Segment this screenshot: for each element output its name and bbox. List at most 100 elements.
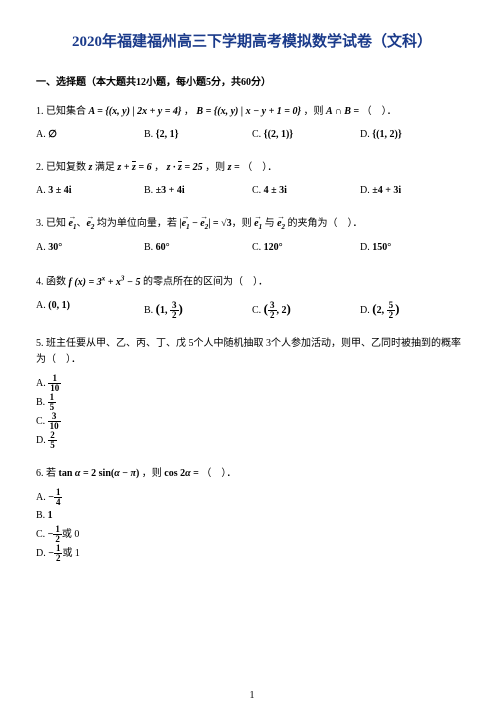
q2-stem: 2. 已知复数 z 满足 z + z = 6 ， z · z = 25 ，则 z… <box>36 160 468 176</box>
q2-optC: C. 4 ± 3i <box>252 182 360 200</box>
q3-optC: C. 120° <box>252 239 360 257</box>
q4-A-label: A. <box>36 300 46 311</box>
q2-t5: （ ）． <box>242 162 277 173</box>
q2-t2: 满足 <box>95 162 118 173</box>
q4-fx: f (x) = 3x + x3 − 5 <box>69 277 141 288</box>
question-5: 5. 班主任要从甲、乙、丙、丁、戊 5个人中随机抽取 3个人参加活动，则甲、乙同… <box>36 336 468 450</box>
q3-stem: 3. 已知 e1、e2 均为单位向量，若 |e1 − e2| = √3，则 e1… <box>36 216 468 233</box>
q4-optB: B. (1, 32) <box>144 297 252 320</box>
q2-eq1: z + z = 6 <box>117 162 151 173</box>
q2-B-label: B. <box>144 185 153 196</box>
q4-num: 4. <box>36 277 44 288</box>
q1-expr: A ∩ B = <box>326 106 362 117</box>
q1-setB: B = {(x, y) | x − y + 1 = 0} <box>196 106 301 117</box>
q2-A-val: 3 ± 4i <box>48 185 71 196</box>
q2-D-val: ±4 + 3i <box>372 185 401 196</box>
question-1: 1. 已知集合 A = {(x, y) | 2x + y = 4} ， B = … <box>36 104 468 144</box>
q4-D-label: D. <box>360 305 370 316</box>
q5-optC: C. 310 <box>36 412 468 431</box>
q5-options: A. 110 B. 15 C. 310 D. 25 <box>36 374 468 450</box>
q1-t2: ， <box>184 106 194 117</box>
q3-B-label: B. <box>144 242 153 253</box>
q6-stem: 6. 若 tan α = 2 sin(α − π) ，则 cos 2α = （ … <box>36 466 468 482</box>
q6-optB: B. 1 <box>36 507 468 525</box>
q1-t3: ，则 <box>303 106 326 117</box>
q4-options: A. (0, 1) B. (1, 32) C. (32, 2) D. (2, 5… <box>36 297 468 320</box>
q6-C-post: 或 0 <box>62 529 80 540</box>
q5-optB: B. 15 <box>36 393 468 412</box>
q4-A-val: (0, 1) <box>48 300 70 311</box>
q2-optB: B. ±3 + 4i <box>144 182 252 200</box>
q6-C-label: C. <box>36 529 45 540</box>
q4-t1: 函数 <box>46 277 69 288</box>
q1-optB: B. {2, 1} <box>144 126 252 144</box>
q2-expr: z = <box>228 162 243 173</box>
q1-B-label: B. <box>144 129 153 140</box>
q5-optD: D. 25 <box>36 431 468 450</box>
q5-optA: A. 110 <box>36 374 468 393</box>
q6-t2: ，则 <box>142 468 165 479</box>
question-2: 2. 已知复数 z 满足 z + z = 6 ， z · z = 25 ，则 z… <box>36 160 468 200</box>
q1-setA: A = {(x, y) | 2x + y = 4} <box>89 106 182 117</box>
q2-C-label: C. <box>252 185 261 196</box>
q2-num: 2. <box>36 162 44 173</box>
q1-optD: D. {(1, 2)} <box>360 126 468 144</box>
q3-A-label: A. <box>36 242 46 253</box>
q1-options: A. ∅ B. {2, 1} C. {(2, 1)} D. {(1, 2)} <box>36 126 468 144</box>
q6-expr: cos 2α = <box>164 468 201 479</box>
q4-D-den: 2 <box>387 311 396 320</box>
q3-optA: A. 30° <box>36 239 144 257</box>
q2-optA: A. 3 ± 4i <box>36 182 144 200</box>
q6-eq: tan α = 2 sin(α − π) <box>59 468 140 479</box>
q6-B-val: 1 <box>48 510 53 521</box>
q2-C-val: 4 ± 3i <box>264 185 287 196</box>
question-4: 4. 函数 f (x) = 3x + x3 − 5 的零点所在的区间为（ ）． … <box>36 273 468 320</box>
q6-t3: （ ）． <box>201 468 236 479</box>
q2-optD: D. ±4 + 3i <box>360 182 468 200</box>
q2-eq2: z · z = 25 <box>167 162 203 173</box>
q6-A-label: A. <box>36 492 46 503</box>
question-3: 3. 已知 e1、e2 均为单位向量，若 |e1 − e2| = √3，则 e1… <box>36 216 468 257</box>
q4-optC: C. (32, 2) <box>252 297 360 320</box>
q3-text: 已知 e1、e2 均为单位向量，若 |e1 − e2| = √3，则 e1 与 … <box>46 218 363 229</box>
q5-stem: 5. 班主任要从甲、乙、丙、丁、戊 5个人中随机抽取 3个人参加活动，则甲、乙同… <box>36 336 468 368</box>
q2-A-label: A. <box>36 185 46 196</box>
question-6: 6. 若 tan α = 2 sin(α − π) ，则 cos 2α = （ … <box>36 466 468 563</box>
exam-title: 2020年福建福州高三下学期高考模拟数学试卷（文科） <box>36 30 468 54</box>
q6-t1: 若 <box>46 468 59 479</box>
q3-D-val: 150° <box>372 242 391 253</box>
q3-options: A. 30° B. 60° C. 120° D. 150° <box>36 239 468 257</box>
q3-C-label: C. <box>252 242 261 253</box>
q5-D-label: D. <box>36 435 46 446</box>
q4-C-label: C. <box>252 305 261 316</box>
q1-D-val: {(1, 2)} <box>372 129 402 140</box>
q2-B-val: ±3 + 4i <box>156 185 185 196</box>
q4-B-label: B. <box>144 305 153 316</box>
q6-options: A. −14 B. 1 C. −12或 0 D. −12或 1 <box>36 488 468 563</box>
q6-optC: C. −12或 0 <box>36 525 468 544</box>
q6-optA: A. −14 <box>36 488 468 507</box>
q4-stem: 4. 函数 f (x) = 3x + x3 − 5 的零点所在的区间为（ ）． <box>36 273 468 290</box>
q4-t2: 的零点所在的区间为（ ）． <box>143 277 268 288</box>
q3-C-val: 120° <box>264 242 283 253</box>
q3-num: 3. <box>36 218 44 229</box>
q5-D-den: 5 <box>48 441 57 450</box>
q3-D-label: D. <box>360 242 370 253</box>
q2-t3: ， <box>154 162 164 173</box>
q6-optD: D. −12或 1 <box>36 544 468 563</box>
section-header: 一、选择题（本大题共12小题，每小题5分，共60分） <box>36 76 468 90</box>
q3-B-val: 60° <box>156 242 170 253</box>
q1-A-label: A. <box>36 129 46 140</box>
q5-A-label: A. <box>36 378 46 389</box>
q1-C-val: {(2, 1)} <box>264 129 294 140</box>
q4-C-den: 2 <box>268 311 277 320</box>
q6-A-den: 4 <box>54 498 63 507</box>
q1-num: 1. <box>36 106 44 117</box>
q2-t4: ，则 <box>205 162 228 173</box>
q2-D-label: D. <box>360 185 370 196</box>
q4-optD: D. (2, 52) <box>360 297 468 320</box>
q1-optA: A. ∅ <box>36 126 144 144</box>
q1-A-val: ∅ <box>48 129 57 140</box>
q6-B-label: B. <box>36 510 45 521</box>
q3-optB: B. 60° <box>144 239 252 257</box>
